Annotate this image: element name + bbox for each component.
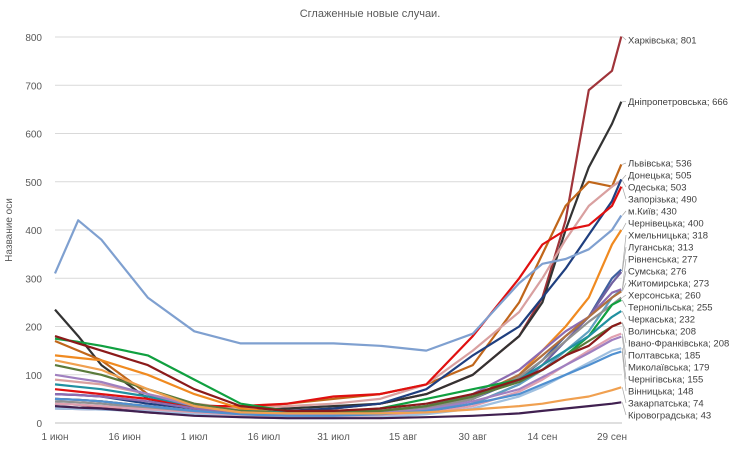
series-line-23 — [54, 359, 622, 415]
series-data-label: Луганська; 313 — [628, 243, 693, 254]
label-leader-line — [621, 322, 627, 332]
series-line-24 — [54, 401, 622, 420]
series-data-label: Миколаївська; 179 — [628, 363, 709, 374]
label-leader-line — [621, 348, 627, 380]
y-axis-label: Название оси — [4, 198, 15, 262]
y-tick-label: 400 — [25, 226, 42, 237]
label-leader-line — [621, 258, 627, 290]
series-data-label: Чернівецька; 400 — [628, 219, 704, 230]
label-leader-line — [621, 322, 627, 344]
x-tick-label: 14 сен — [527, 432, 557, 443]
y-tick-label: 200 — [25, 323, 42, 334]
x-tick-label: 29 сен — [597, 432, 627, 443]
series-data-label: Кіровоградська; 43 — [628, 411, 711, 422]
series-data-label: Дніпропетровська; 666 — [628, 97, 728, 108]
label-leader-line — [621, 234, 627, 270]
series-data-label: Хмельницька; 318 — [628, 231, 708, 242]
label-leader-line — [622, 294, 627, 298]
y-tick-label: 100 — [25, 371, 42, 382]
y-tick-label: 700 — [25, 81, 42, 92]
series-line-7 — [53, 214, 623, 352]
series-data-label: Вінницька; 148 — [628, 387, 693, 398]
label-leader-line — [621, 270, 627, 290]
series-data-label: Чернігівська; 155 — [628, 375, 703, 386]
series-data-label: Сумська; 276 — [628, 267, 687, 278]
y-tick-label: 0 — [36, 419, 42, 430]
label-leader-line — [621, 299, 627, 308]
label-leader-line — [622, 174, 627, 180]
label-leader-line — [622, 36, 627, 41]
series-data-label: Одеська; 503 — [628, 183, 686, 194]
y-tick-label: 600 — [25, 130, 42, 141]
label-leader-line — [621, 402, 627, 416]
series-data-label: м.Київ; 430 — [628, 207, 677, 218]
y-tick-label: 800 — [25, 33, 42, 44]
label-leader-line — [621, 186, 627, 200]
series-data-label: Донецька; 505 — [628, 171, 692, 182]
y-tick-label: 300 — [25, 274, 42, 285]
series-data-label: Запорізька; 490 — [628, 195, 697, 206]
series-data-label: Житомирська; 273 — [628, 279, 709, 290]
x-tick-label: 16 июн — [108, 432, 141, 443]
series-data-label: Рівненська; 277 — [628, 255, 698, 266]
series-line-18 — [54, 321, 622, 412]
label-leader-line — [621, 351, 627, 392]
label-leader-line — [621, 387, 627, 404]
series-data-label: Херсонська; 260 — [628, 291, 701, 302]
y-tick-label: 500 — [25, 178, 42, 189]
label-leader-line — [621, 333, 627, 356]
x-tick-label: 16 июл — [248, 432, 281, 443]
series-data-label: Черкаська; 232 — [628, 315, 695, 326]
label-leader-line — [621, 180, 627, 188]
series-data-label: Івано-Франківська; 208 — [628, 339, 729, 350]
x-tick-label: 30 авг — [459, 432, 488, 443]
series-line-5 — [54, 178, 623, 415]
label-leader-line — [621, 310, 627, 320]
series-data-label: Закарпатська; 74 — [628, 399, 704, 410]
x-tick-label: 1 июл — [181, 432, 208, 443]
x-tick-label: 15 авг — [389, 432, 418, 443]
series-data-label: Тернопільська; 255 — [628, 303, 713, 314]
label-leader-line — [621, 282, 627, 292]
chart-title: Сглаженные новые случаи. — [300, 8, 441, 20]
label-leader-line — [621, 222, 627, 231]
label-leader-line — [621, 246, 627, 273]
series-data-label: Львівська; 536 — [628, 159, 692, 170]
x-tick-label: 1 июн — [42, 432, 69, 443]
label-leader-line — [622, 162, 627, 165]
series-data-label: Волинська; 208 — [628, 327, 696, 338]
series-data-label: Полтавська; 185 — [628, 351, 700, 362]
series-data-label: Харківська; 801 — [628, 36, 697, 47]
label-leader-line — [622, 210, 627, 216]
x-tick-label: 31 июл — [317, 432, 350, 443]
series-line-17 — [54, 321, 622, 415]
label-leader-line — [621, 336, 627, 368]
series-line-6 — [54, 186, 623, 408]
